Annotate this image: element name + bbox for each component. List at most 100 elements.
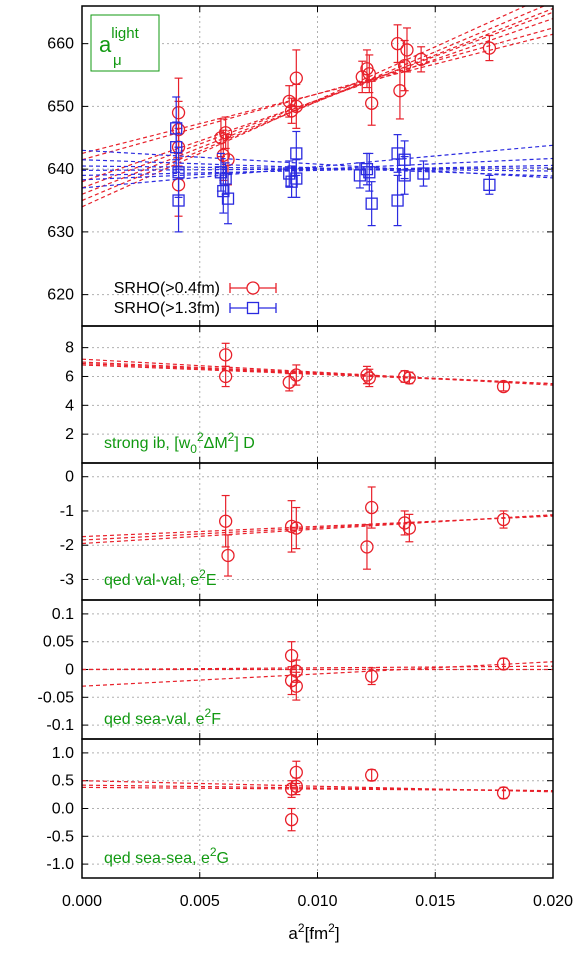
- data-point: [482, 41, 497, 55]
- x-tick-label: 0.000: [62, 893, 102, 910]
- fit-line: [82, 7, 553, 195]
- data-point: [365, 500, 379, 515]
- data-point: [284, 104, 299, 118]
- panel-2: -3 -2 -1 0 qed val-val, e2E: [60, 462, 554, 601]
- data-point: [290, 172, 303, 185]
- data-point: [391, 194, 404, 207]
- data-point: [496, 786, 511, 800]
- legend-label: SRHO(>0.4fm): [114, 280, 220, 297]
- data-point: [219, 369, 233, 384]
- data-point: [214, 131, 228, 145]
- y-tick-label: 0.1: [52, 606, 74, 623]
- data-point: [289, 779, 303, 793]
- data-point: [402, 521, 416, 535]
- data-point: [400, 43, 414, 57]
- panel-title: alight μ: [99, 25, 140, 69]
- y-tick-label: 640: [47, 161, 74, 178]
- fit-line: [82, 515, 553, 538]
- data-point: [365, 768, 379, 782]
- x-tick-label: 0.010: [297, 893, 337, 910]
- fit-line: [82, 144, 553, 189]
- fit-line: [82, 661, 553, 687]
- series-group: [82, 760, 553, 832]
- data-point: [483, 178, 496, 191]
- data-point: [365, 96, 379, 110]
- fit-line: [82, 17, 553, 183]
- panel-4: -1.0 -0.5 0.0 0.5 1.0 qed sea-sea, e2G: [46, 738, 554, 879]
- data-point: [221, 548, 235, 563]
- y-tick-label: 0: [65, 662, 74, 679]
- data-point: [402, 371, 416, 385]
- y-tick-label: 4: [65, 397, 74, 414]
- fit-line: [82, 164, 553, 177]
- data-point: [363, 166, 376, 179]
- panel-label: qed sea-sea, e2G: [104, 845, 229, 867]
- y-tick-label: 0.05: [43, 634, 74, 651]
- data-point: [397, 516, 412, 530]
- y-tick-label: 0.5: [52, 773, 74, 790]
- y-tick-label: -0.05: [38, 689, 75, 706]
- data-point: [221, 153, 235, 167]
- data-point: [365, 197, 378, 210]
- data-point: [289, 368, 303, 382]
- fit-line: [82, 364, 553, 385]
- data-point: [219, 126, 233, 140]
- y-tick-label: 6: [65, 368, 74, 385]
- data-point: [282, 375, 296, 389]
- y-tick-label: -1.0: [46, 856, 74, 873]
- y-tick-label: 2: [65, 426, 74, 443]
- panel-0: 620 630 640 650 660 alight μ SRHO(>0.4fm) SRHO(>…: [47, 5, 554, 327]
- data-point: [398, 153, 411, 166]
- data-point: [496, 379, 511, 394]
- fit-line: [82, 786, 553, 792]
- data-point: [216, 148, 230, 162]
- y-tick-label: 0.0: [52, 801, 74, 818]
- y-tick-label: -2: [60, 537, 74, 554]
- y-tick-label: 8: [65, 340, 74, 357]
- data-point: [353, 169, 367, 182]
- legend-label: SRHO(>1.3fm): [114, 300, 220, 317]
- title-box: [90, 14, 160, 72]
- y-tick-label: 620: [47, 287, 74, 304]
- x-tick-label: 0.020: [533, 893, 573, 910]
- fit-line: [82, 6, 527, 208]
- legend-marker: [246, 301, 260, 315]
- x-tick-label: 0.005: [180, 893, 220, 910]
- panel-label: strong ib, [w02ΔM2] D: [104, 430, 255, 456]
- legend-marker: [246, 281, 260, 295]
- data-point: [284, 648, 299, 663]
- data-point: [289, 521, 303, 535]
- data-point: [360, 540, 374, 554]
- panel-1: 2 4 6 8 strong ib, [w02ΔM2] D: [65, 325, 554, 464]
- data-point: [217, 184, 230, 198]
- x-axis-label: a2[fm2]: [288, 921, 339, 943]
- data-point: [496, 657, 511, 671]
- x-tick-label: 0.015: [415, 893, 455, 910]
- data-point: [284, 812, 299, 827]
- y-tick-label: 630: [47, 224, 74, 241]
- fit-line: [82, 157, 553, 181]
- data-point: [360, 162, 374, 176]
- data-point: [285, 175, 298, 188]
- panel-label: qed sea-val, e2F: [104, 706, 221, 728]
- data-point: [214, 166, 228, 179]
- data-point: [391, 147, 404, 160]
- fit-line: [82, 159, 553, 177]
- panel-3: -0.1 -0.05 0 0.05 0.1 qed sea-val, e2F: [38, 599, 554, 740]
- data-point: [172, 194, 185, 207]
- data-point: [282, 94, 296, 109]
- fit-line: [82, 27, 553, 161]
- fit-line: [82, 33, 553, 155]
- x-axis: 0.000 0.005 0.010 0.015 0.020: [62, 893, 573, 910]
- data-point: [221, 192, 235, 205]
- series-group: [82, 6, 553, 233]
- fit-line: [82, 165, 553, 172]
- data-point: [289, 679, 303, 693]
- data-point: [362, 67, 376, 81]
- data-point: [219, 348, 233, 362]
- data-point: [414, 52, 428, 66]
- y-tick-label: 1.0: [52, 745, 74, 762]
- panel-frame: [81, 738, 554, 879]
